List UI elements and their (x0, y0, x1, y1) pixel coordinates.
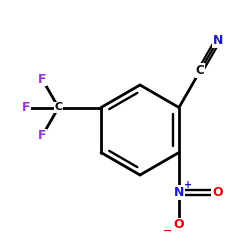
Text: O: O (213, 186, 223, 199)
Text: F: F (38, 129, 46, 142)
Text: +: + (184, 180, 192, 190)
Text: −: − (163, 226, 172, 236)
Text: O: O (174, 218, 184, 232)
Text: C: C (54, 102, 62, 113)
Text: F: F (22, 101, 30, 114)
Text: N: N (174, 186, 184, 199)
Text: F: F (38, 73, 46, 86)
Text: N: N (212, 34, 223, 47)
Text: C: C (196, 64, 204, 77)
